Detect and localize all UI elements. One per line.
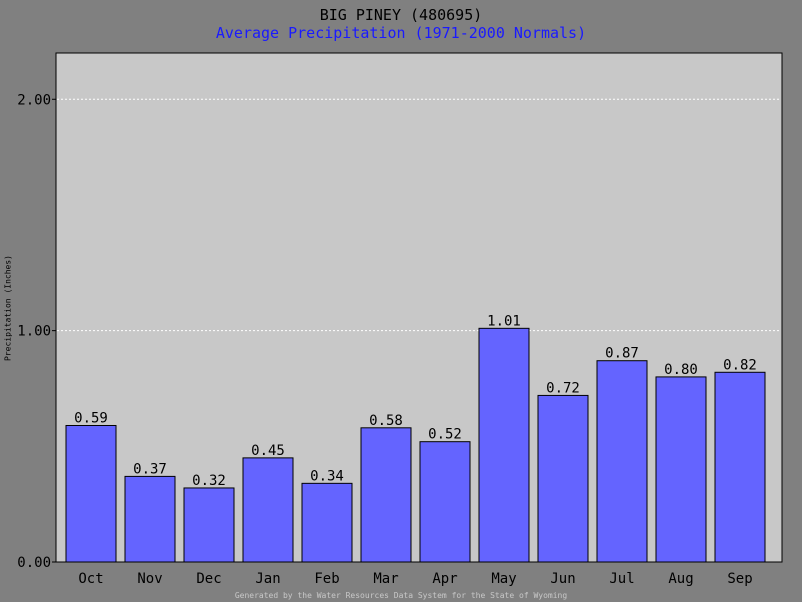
x-tick-label: Apr: [432, 571, 457, 587]
bar-feb: [301, 482, 353, 563]
y-axis-label: Precipitation (Inches): [3, 255, 13, 361]
bar-value-label: 0.58: [369, 413, 403, 429]
bar-value-label: 0.52: [428, 427, 462, 443]
bar-jun: [537, 394, 589, 563]
bar-value-label: 1.01: [487, 313, 521, 329]
x-tick-label: Jan: [255, 571, 280, 587]
bar-nov: [124, 475, 176, 563]
x-tick-label: Aug: [668, 571, 693, 587]
x-tick-label: Feb: [314, 571, 339, 587]
y-tick-label: 2.00: [17, 92, 51, 108]
x-tick-label: Dec: [196, 571, 221, 587]
bar-oct: [65, 424, 117, 563]
bar-apr: [419, 441, 471, 563]
bars: [65, 327, 766, 563]
bar-jul: [596, 360, 648, 563]
footer-credit: Generated by the Water Resources Data Sy…: [234, 591, 568, 600]
chart-title: BIG PINEY (480695): [319, 6, 483, 24]
y-tick-label: 1.00: [17, 324, 51, 340]
bar-dec: [183, 487, 235, 563]
gridlines: [57, 98, 781, 332]
x-axis: Oct Nov Dec Jan Feb Mar Apr May Jun Jul Aug Sep: [78, 571, 752, 587]
bar-value-label: 0.32: [192, 473, 226, 489]
x-tick-label: Jun: [550, 571, 575, 587]
bar-value-label: 0.87: [605, 346, 639, 362]
bar-value-label: 0.82: [723, 357, 757, 373]
bar-aug: [655, 376, 707, 563]
bar-value-label: 0.37: [133, 461, 167, 477]
bar-value-label: 0.80: [664, 362, 698, 378]
bar-value-label: 0.34: [310, 468, 344, 484]
bar-value-label: 0.72: [546, 380, 580, 396]
y-tick-label: 0.00: [17, 555, 51, 571]
bar-value-labels: 0.59 0.37 0.32 0.45 0.34 0.58 0.52 1.01 0.72 0.87…: [74, 313, 757, 489]
bar-mar: [360, 427, 412, 563]
x-tick-label: Mar: [373, 571, 398, 587]
x-tick-label: May: [491, 571, 516, 587]
bar-jan: [242, 457, 294, 563]
bar-may: [478, 327, 530, 563]
bar-sep: [714, 371, 766, 563]
chart-subtitle: Average Precipitation (1971-2000 Normals…: [215, 24, 587, 42]
y-axis: 0.00 1.00 2.00: [17, 92, 56, 571]
x-tick-label: Nov: [137, 571, 162, 587]
bar-value-label: 0.45: [251, 443, 285, 459]
x-tick-label: Sep: [727, 571, 752, 587]
bar-value-label: 0.59: [74, 410, 108, 426]
x-tick-label: Oct: [78, 571, 103, 587]
x-tick-label: Jul: [609, 571, 634, 587]
